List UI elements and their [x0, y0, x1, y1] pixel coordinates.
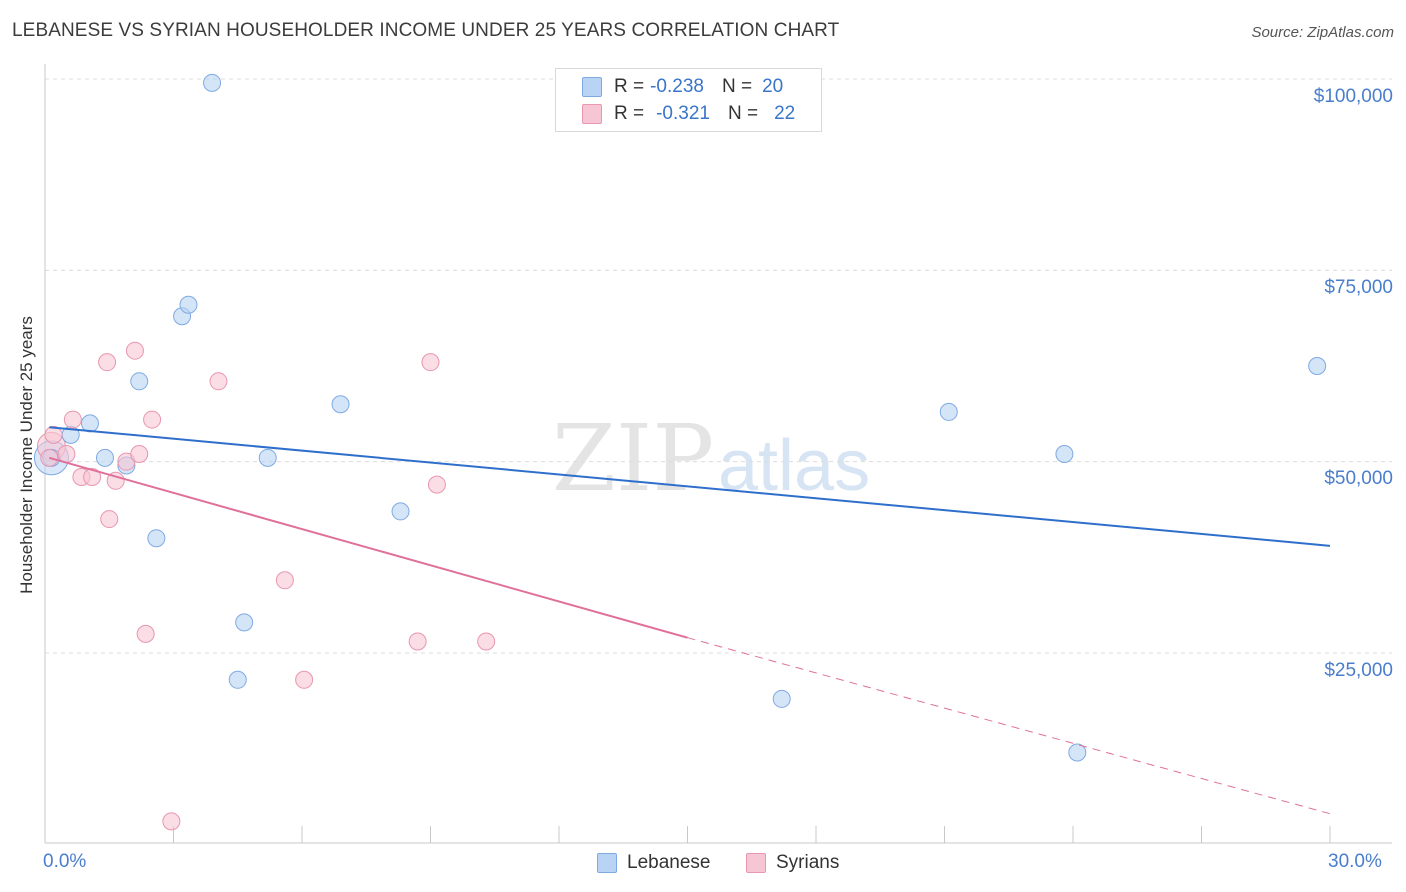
syrians-point [136, 624, 155, 643]
syrians-point [63, 410, 82, 429]
syrians-point [421, 353, 440, 372]
chart-title: LEBANESE VS SYRIAN HOUSEHOLDER INCOME UN… [12, 20, 840, 41]
lebanese-point [80, 414, 99, 433]
n-label: N = [727, 103, 759, 124]
syrians-point [295, 670, 314, 689]
lebanese-point [203, 73, 222, 92]
syrians-point [83, 467, 102, 486]
bottom-legend-syrians: Syrians [746, 852, 839, 874]
legend-row-syrians: R = -0.321 N = 22 [582, 101, 795, 127]
lebanese-point [228, 670, 247, 689]
syrians-trend-line [49, 456, 688, 639]
lebanese-point [258, 448, 277, 467]
lebanese-point [391, 502, 410, 521]
syrians-point [100, 510, 119, 529]
n-label: N = [721, 76, 753, 97]
watermark-atlas: atlas [718, 426, 870, 506]
syrians-point [106, 471, 125, 490]
syrians-legend-label: Syrians [776, 852, 840, 873]
lebanese-legend-label: Lebanese [627, 852, 711, 873]
lebanese-point [1308, 357, 1327, 375]
syrians-point [275, 571, 294, 590]
y-tick-label: $100,000 [1313, 86, 1393, 107]
syrians-trend-extension [687, 637, 1331, 815]
x-tick-label: 30.0% [1328, 851, 1382, 872]
r-label: R = [614, 103, 645, 124]
syrians-point [477, 632, 496, 651]
lebanese-trend-line [49, 426, 1331, 547]
chart-source: Source: ZipAtlas.com [1251, 24, 1394, 41]
correlation-legend: R = -0.238 N = 20 R = -0.321 N = 22 [555, 68, 822, 132]
lebanese-point [1068, 743, 1087, 762]
n-value: 20 [762, 76, 784, 97]
syrians-point [125, 341, 144, 360]
syrians-point [98, 353, 117, 372]
lebanese-point [939, 402, 958, 421]
lebanese-point [95, 448, 114, 467]
syrians-point [44, 425, 63, 444]
y-tick-label: $75,000 [1324, 277, 1393, 298]
y-tick-label: $50,000 [1324, 468, 1393, 489]
lebanese-point [179, 295, 198, 314]
bottom-legend-lebanese: Lebanese [597, 852, 710, 874]
syrians-point [427, 475, 446, 494]
r-value: -0.238 [650, 76, 704, 97]
x-tick-label: 0.0% [43, 851, 87, 872]
syrians-point [408, 632, 427, 651]
lebanese-point [147, 529, 166, 548]
lebanese-point [1055, 445, 1074, 464]
y-tick-label: $25,000 [1324, 660, 1393, 681]
watermark-zip: ZIP [552, 405, 714, 512]
syrians-point [162, 812, 181, 831]
syrians-swatch [582, 104, 602, 124]
r-value: -0.321 [656, 103, 710, 124]
syrians-point [130, 445, 149, 464]
lebanese-point [772, 689, 791, 708]
lebanese-point [130, 372, 149, 391]
lebanese-point [235, 613, 254, 632]
lebanese-point [331, 395, 350, 414]
legend-row-lebanese: R = -0.238 N = 20 [582, 74, 783, 100]
lebanese-swatch [582, 77, 602, 97]
syrians-point [143, 410, 162, 429]
syrians-swatch [746, 853, 766, 873]
lebanese-swatch [597, 853, 617, 873]
r-label: R = [614, 76, 645, 97]
n-value: 22 [774, 103, 796, 124]
syrians-point [209, 372, 228, 391]
